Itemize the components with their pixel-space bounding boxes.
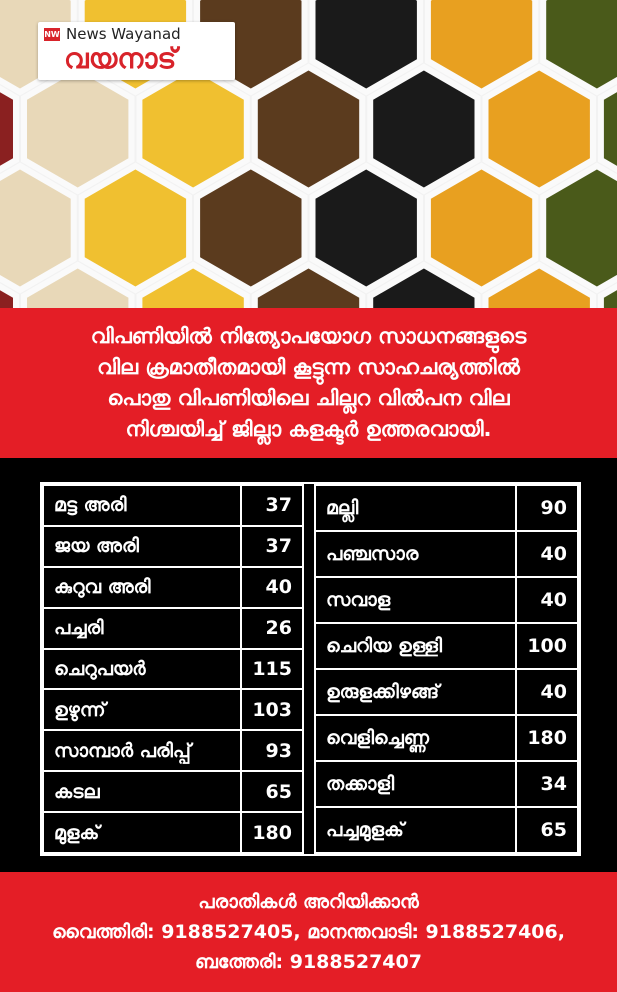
price-table-right: മല്ലി 90 പഞ്ചസാര 40 സവാള 40 ചെറിയ ഉള്ളി 100 ഉരുള… (313, 484, 579, 854)
notice-line: വിപണിയിൽ നിത്യോപയോഗ സാധനങ്ങളുടെ (90, 324, 527, 348)
item-name: ഉരുളക്കിഴങ്ങ് (313, 668, 518, 716)
item-name: മട്ട അരി (41, 484, 243, 527)
hexagon (482, 261, 596, 308)
item-price: 103 (240, 688, 304, 732)
hexagon (21, 261, 135, 308)
contact-line: വൈത്തിരി: 9188527405, മാനന്തവാടി: 918852… (52, 921, 565, 943)
price-row: സാമ്പാർ പരിപ്പ് 93 (41, 729, 304, 773)
item-price: 40 (515, 530, 579, 578)
notice-line: പൊതു വിപണിയിലെ ചില്ലറ വിൽപന വില (107, 386, 510, 410)
hexagon (0, 162, 77, 294)
hexagon (597, 283, 617, 308)
hexagon (540, 162, 617, 294)
item-name: മല്ലി (313, 484, 518, 532)
item-name: മുളക് (41, 811, 243, 854)
item-price: 93 (240, 729, 304, 773)
price-row: മല്ലി 90 (313, 484, 579, 532)
item-name: സവാള (313, 576, 518, 624)
price-row: പച്ചമുളക് 65 (313, 806, 579, 854)
logo-title: വയനാട് (64, 42, 177, 75)
logo-icon: NW (44, 28, 60, 41)
contact-line: പരാതികൾ അറിയിക്കാൻ (198, 891, 419, 913)
hexagon (0, 85, 19, 173)
price-row: ഉഴുന്ന് 103 (41, 688, 304, 732)
item-price: 65 (515, 806, 579, 854)
hexagon (251, 63, 366, 195)
item-name: കുറുവ അരി (41, 565, 243, 609)
contact-banner: പരാതികൾ അറിയിക്കാൻ വൈത്തിരി: 9188527405, … (0, 872, 617, 992)
item-name: തക്കാളി (313, 760, 518, 808)
hexagon (309, 0, 423, 96)
price-row: മട്ട അരി 37 (41, 484, 304, 527)
price-row: കുറുവ അരി 40 (41, 565, 304, 609)
hexagon (367, 261, 481, 308)
price-row: വെളിച്ചെണ്ണ 180 (313, 714, 579, 762)
item-price: 100 (515, 622, 579, 670)
price-row: കടല 65 (41, 770, 304, 813)
item-price: 40 (515, 668, 579, 716)
item-price: 40 (515, 576, 579, 624)
price-row: പച്ചരി 26 (41, 606, 304, 650)
hexagon (0, 283, 19, 308)
item-price: 40 (240, 565, 304, 609)
hexagon (597, 85, 617, 173)
hexagon (309, 162, 423, 294)
hexagon (136, 261, 250, 308)
hexagon (21, 63, 135, 195)
item-name: സാമ്പാർ പരിപ്പ് (41, 729, 243, 773)
hexagon (424, 0, 539, 96)
item-price: 180 (240, 811, 304, 854)
notice-line: നിശ്ചയിച്ച് ജില്ലാ കളക്ടർ ഉത്തരവായി. (125, 417, 492, 441)
item-name: ചെറിയ ഉള്ളി (313, 622, 518, 670)
hexagon (367, 63, 481, 195)
item-price: 37 (240, 524, 304, 568)
item-price: 37 (240, 484, 304, 527)
item-price: 115 (240, 647, 304, 691)
price-row: സവാള 40 (313, 576, 579, 624)
hexagon (251, 261, 366, 308)
item-name: പച്ചരി (41, 606, 243, 650)
item-name: കടല (41, 770, 243, 813)
item-price: 180 (515, 714, 579, 762)
price-row: തക്കാളി 34 (313, 760, 579, 808)
price-row: ജയ അരി 37 (41, 524, 304, 568)
item-name: വെളിച്ചെണ്ണ (313, 714, 518, 762)
item-name: ജയ അരി (41, 524, 243, 568)
price-row: മുളക് 180 (41, 811, 304, 854)
price-row: പഞ്ചസാര 40 (313, 530, 579, 578)
notice-line: വില ക്രമാതീതമായി കൂട്ടുന്ന സാഹചര്യത്തിൽ (97, 355, 520, 379)
item-price: 34 (515, 760, 579, 808)
logo: NW News Wayanad വയനാട് (38, 22, 235, 80)
hexagon (482, 63, 596, 195)
item-price: 90 (515, 484, 579, 532)
price-row: ചെറിയ ഉള്ളി 100 (313, 622, 579, 670)
pulses-photo: NW News Wayanad വയനാട് (0, 0, 617, 308)
notice-banner: വിപണിയിൽ നിത്യോപയോഗ സാധനങ്ങളുടെ വില ക്രമാ… (0, 308, 617, 458)
item-price: 26 (240, 606, 304, 650)
item-name: പഞ്ചസാര (313, 530, 518, 578)
price-row: ചെറുപയർ 115 (41, 647, 304, 691)
price-table-left: മട്ട അരി 37 ജയ അരി 37 കുറുവ അരി 40 പച്ചരി 26 ചെറ… (41, 484, 304, 854)
item-name: പച്ചമുളക് (313, 806, 518, 854)
hexagon (540, 0, 617, 96)
hexagon (424, 162, 539, 294)
hexagon (136, 63, 250, 195)
price-row: ഉരുളക്കിഴങ്ങ് 40 (313, 668, 579, 716)
item-name: ഉഴുന്ന് (41, 688, 243, 732)
item-price: 65 (240, 770, 304, 813)
contact-line: ബത്തേരി: 9188527407 (195, 951, 422, 973)
price-tables: മട്ട അരി 37 ജയ അരി 37 കുറുവ അരി 40 പച്ചരി 26 ചെറ… (40, 482, 581, 856)
hexagon (78, 162, 193, 294)
hexagon (194, 162, 308, 294)
item-name: ചെറുപയർ (41, 647, 243, 691)
logo-text: News Wayanad (66, 25, 181, 43)
